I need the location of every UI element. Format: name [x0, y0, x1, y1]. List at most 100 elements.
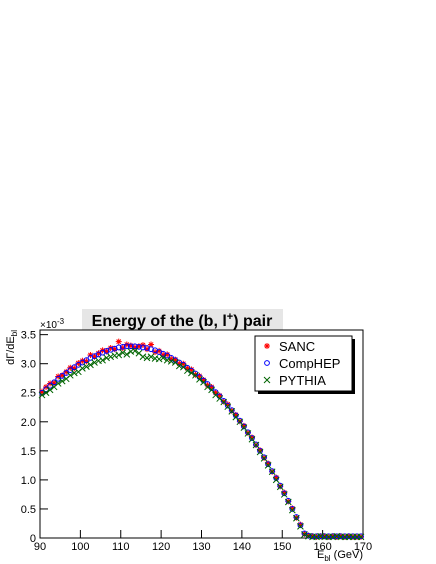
xlabel-text: E: [317, 549, 324, 561]
data-point: [260, 455, 268, 462]
data-point: [152, 349, 159, 356]
data-point: [184, 367, 191, 375]
y-tick-label: 2.0: [21, 417, 36, 429]
data-point: [156, 347, 163, 354]
data-point: [175, 362, 183, 370]
data-point: [42, 389, 50, 397]
data-point: [188, 366, 195, 373]
data-point: [249, 435, 255, 441]
data-point: [164, 351, 171, 358]
data-point: [103, 348, 110, 355]
data-point: [107, 345, 114, 352]
data-point: [228, 407, 235, 414]
data-point: [51, 379, 58, 386]
data-point: [345, 533, 352, 540]
xlabel-sub: bl: [324, 554, 330, 563]
multiplier-sup: -3: [57, 317, 65, 326]
data-point: [357, 533, 365, 541]
data-point: [46, 386, 54, 394]
x-axis-label: Ebl (GeV): [317, 549, 363, 563]
chart-title: Energy of the (b, l+) pair: [92, 311, 273, 330]
x-tick-label: 150: [273, 541, 291, 553]
data-point: [216, 392, 223, 399]
data-point: [265, 461, 272, 468]
data-point: [224, 402, 231, 409]
data-point: [115, 351, 123, 359]
x-tick-label: 120: [152, 541, 170, 553]
data-point: [143, 346, 150, 353]
data-point: [280, 491, 288, 498]
data-point: [176, 360, 183, 367]
data-point: [196, 372, 203, 379]
data-point: [297, 523, 304, 530]
data-point: [321, 533, 328, 540]
data-point: [123, 343, 130, 350]
data-point: [276, 483, 284, 491]
data-point: [281, 489, 288, 496]
data-point: [212, 389, 219, 396]
data-point: [232, 411, 239, 418]
data-point: [83, 363, 90, 370]
data-point: [127, 343, 134, 350]
data-point: [148, 341, 155, 348]
data-point: [87, 361, 94, 369]
legend-marker: [263, 376, 271, 384]
legend-marker: [264, 360, 270, 366]
x-tick-label: 100: [71, 541, 89, 553]
data-point: [163, 356, 171, 364]
data-point: [240, 423, 247, 430]
data-point: [95, 350, 102, 357]
y-tick-label: 2.5: [21, 388, 36, 400]
data-point: [236, 417, 243, 424]
data-point: [83, 358, 90, 365]
data-point: [136, 343, 142, 350]
data-point: [167, 358, 175, 365]
data-point: [301, 531, 308, 538]
data-point: [99, 356, 106, 364]
data-point: [155, 355, 163, 363]
data-point: [245, 429, 251, 436]
y-tick-label: 1.0: [21, 475, 36, 487]
x-tick-label: 90: [34, 541, 46, 553]
data-point: [115, 338, 122, 345]
data-point: [59, 372, 66, 379]
data-point: [140, 344, 146, 351]
data-point: [119, 343, 126, 350]
data-point: [289, 506, 296, 512]
data-point: [159, 354, 167, 362]
data-point: [160, 351, 167, 358]
data-point: [115, 344, 122, 351]
data-point: [123, 351, 131, 358]
y-tick-label: 0: [30, 533, 36, 545]
data-point: [317, 533, 324, 540]
x-tick-label: 170: [354, 541, 372, 553]
data-point: [172, 356, 179, 363]
data-point: [333, 533, 340, 540]
data-point: [240, 422, 247, 429]
x-tick-label: 140: [233, 541, 251, 553]
data-point: [236, 418, 244, 426]
data-point: [288, 506, 296, 514]
data-point: [39, 388, 46, 395]
data-point: [184, 365, 191, 372]
data-point: [358, 533, 364, 540]
data-point: [281, 490, 288, 497]
data-point: [208, 383, 215, 390]
data-point: [337, 533, 344, 540]
legend-label: PYTHIA: [279, 373, 326, 388]
data-point: [131, 344, 138, 351]
data-point: [240, 424, 248, 431]
data-point: [204, 383, 211, 391]
y-tick-label: 3.5: [21, 330, 36, 342]
data-point: [297, 522, 304, 529]
data-point: [204, 382, 211, 389]
data-point: [71, 365, 78, 372]
data-point: [66, 371, 74, 379]
data-point: [269, 468, 276, 475]
data-point: [43, 386, 49, 393]
data-point: [264, 462, 272, 469]
data-point: [228, 407, 236, 415]
data-point: [135, 343, 142, 350]
